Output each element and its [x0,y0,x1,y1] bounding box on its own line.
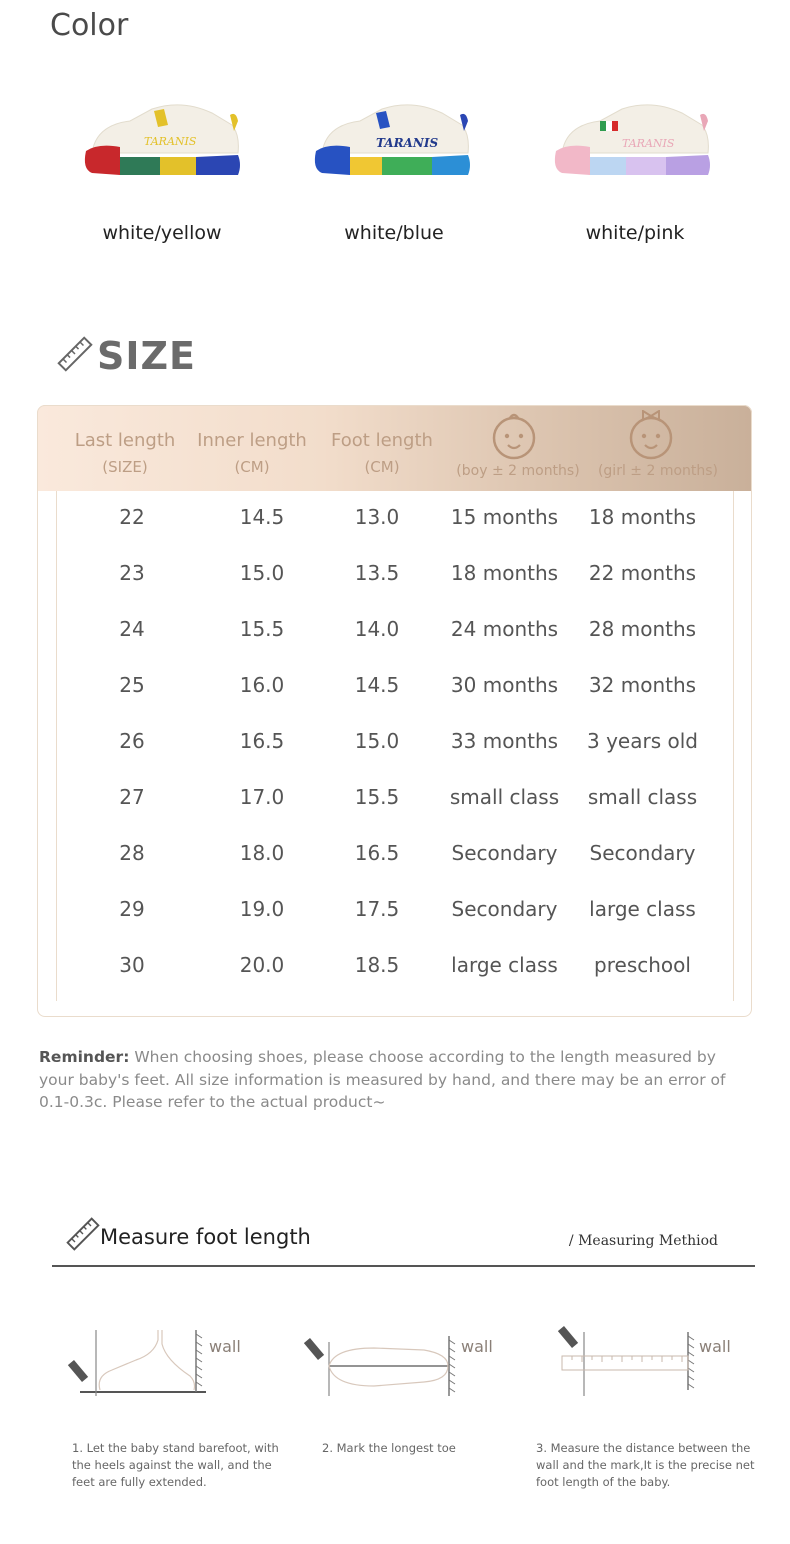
header-girl: (girl ± 2 months) [597,463,719,479]
cell-boy-age: Secondary [451,897,558,921]
table-row: 23 15.0 13.5 18 months 22 months [37,561,752,601]
cell-foot-length: 18.5 [354,953,400,977]
table-row: 25 16.0 14.5 30 months 32 months [37,673,752,713]
cell-girl-age: 18 months [588,505,697,529]
size-reminder: Reminder: When choosing shoes, please ch… [39,1046,729,1114]
header-unit: (CM) [234,458,270,476]
cell-girl-age: 28 months [588,617,697,641]
header-label: Last length [74,430,176,451]
cell-inner-length: 17.0 [239,785,285,809]
section-divider [52,1265,755,1267]
cell-boy-age: 15 months [450,505,559,529]
header-last-length: Last length (SIZE) [60,430,190,476]
cell-girl-age: 22 months [588,561,697,585]
cell-inner-length: 15.5 [239,617,285,641]
table-row: 26 16.5 15.0 33 months 3 years old [37,729,752,769]
wall-label: wall [699,1337,731,1356]
color-option-label[interactable]: white/yellow [102,222,222,244]
reminder-label: Reminder: [39,1048,130,1066]
table-row: 24 15.5 14.0 24 months 28 months [37,617,752,657]
step3-illustration [558,1326,695,1396]
cell-boy-age: 30 months [450,673,559,697]
cell-last-length: 22 [119,505,145,529]
cell-foot-length: 13.5 [354,561,400,585]
cell-last-length: 25 [119,673,145,697]
color-option-label[interactable]: white/blue [344,222,444,244]
measure-section-subtitle: / Measuring Methiod [568,1233,718,1249]
cell-foot-length: 14.0 [354,617,400,641]
table-row: 27 17.0 15.5 small class small class [37,785,752,825]
cell-girl-age: large class [589,897,696,921]
cell-inner-length: 18.0 [239,841,285,865]
cell-last-length: 27 [119,785,145,809]
cell-last-length: 24 [119,617,145,641]
cell-foot-length: 17.5 [354,897,400,921]
girl-face-icon [629,410,673,460]
cell-inner-length: 20.0 [239,953,285,977]
header-unit: (SIZE) [102,458,148,476]
table-row: 28 18.0 16.5 Secondary Secondary [37,841,752,881]
header-unit: (CM) [364,458,400,476]
cell-last-length: 23 [119,561,145,585]
cell-inner-length: 16.0 [239,673,285,697]
cell-foot-length: 16.5 [354,841,400,865]
header-label: Foot length [331,430,433,451]
shoe-brand-text: TARANIS [376,136,438,150]
step1-instruction: 1. Let the baby stand barefoot, with the… [72,1441,279,1489]
cell-girl-age: preschool [594,953,691,977]
shoe-white-pink-image[interactable]: TARANIS [552,95,717,190]
reminder-text: When choosing shoes, please choose accor… [39,1048,726,1111]
cell-foot-length: 15.0 [354,729,400,753]
cell-boy-age: 24 months [450,617,559,641]
ruler-icon [66,1217,100,1251]
cell-inner-length: 16.5 [239,729,285,753]
boy-face-icon [492,413,536,460]
cell-last-length: 28 [119,841,145,865]
header-boy: (boy ± 2 months) [456,463,580,479]
cell-foot-length: 13.0 [354,505,400,529]
shoe-white-yellow-image[interactable]: TARANIS [82,95,247,190]
cell-inner-length: 14.5 [239,505,285,529]
table-row: 30 20.0 18.5 large class preschool [37,953,752,993]
cell-boy-age: large class [451,953,558,977]
cell-last-length: 29 [119,897,145,921]
cell-girl-age: Secondary [589,841,696,865]
wall-label: wall [461,1337,493,1356]
step1-illustration [67,1330,206,1396]
cell-last-length: 30 [119,953,145,977]
table-row: 29 19.0 17.5 Secondary large class [37,897,752,937]
size-table [37,405,752,1017]
shoe-brand-text: TARANIS [622,137,675,150]
cell-girl-age: small class [587,785,698,809]
step2-illustration [304,1336,456,1396]
shoe-brand-text: TARANIS [144,135,197,148]
cell-girl-age: 32 months [588,673,697,697]
table-divider [56,491,57,1001]
shoe-white-blue-image[interactable]: TARANIS [312,95,477,190]
cell-inner-length: 15.0 [239,561,285,585]
cell-boy-age: Secondary [451,841,558,865]
wall-label: wall [209,1337,241,1356]
cell-foot-length: 15.5 [354,785,400,809]
cell-girl-age: 3 years old [587,729,698,753]
cell-boy-age: 33 months [450,729,559,753]
step2-instruction: 2. Mark the longest toe [322,1441,456,1455]
size-section-title: SIZE [97,334,197,378]
cell-inner-length: 19.0 [239,897,285,921]
header-label: Inner length [197,430,307,451]
color-option-label[interactable]: white/pink [585,222,685,244]
color-section-title: Color [50,8,129,43]
ruler-icon [57,336,93,372]
measure-section-title: Measure foot length [100,1225,311,1249]
cell-boy-age: small class [449,785,560,809]
cell-boy-age: 18 months [450,561,559,585]
table-row: 22 14.5 13.0 15 months 18 months [37,505,752,545]
table-divider [733,491,734,1001]
step3-instruction: 3. Measure the distance between the wall… [536,1441,755,1489]
header-inner-length: Inner length (CM) [188,430,316,476]
cell-foot-length: 14.5 [354,673,400,697]
cell-last-length: 26 [119,729,145,753]
header-foot-length: Foot length (CM) [320,430,444,476]
